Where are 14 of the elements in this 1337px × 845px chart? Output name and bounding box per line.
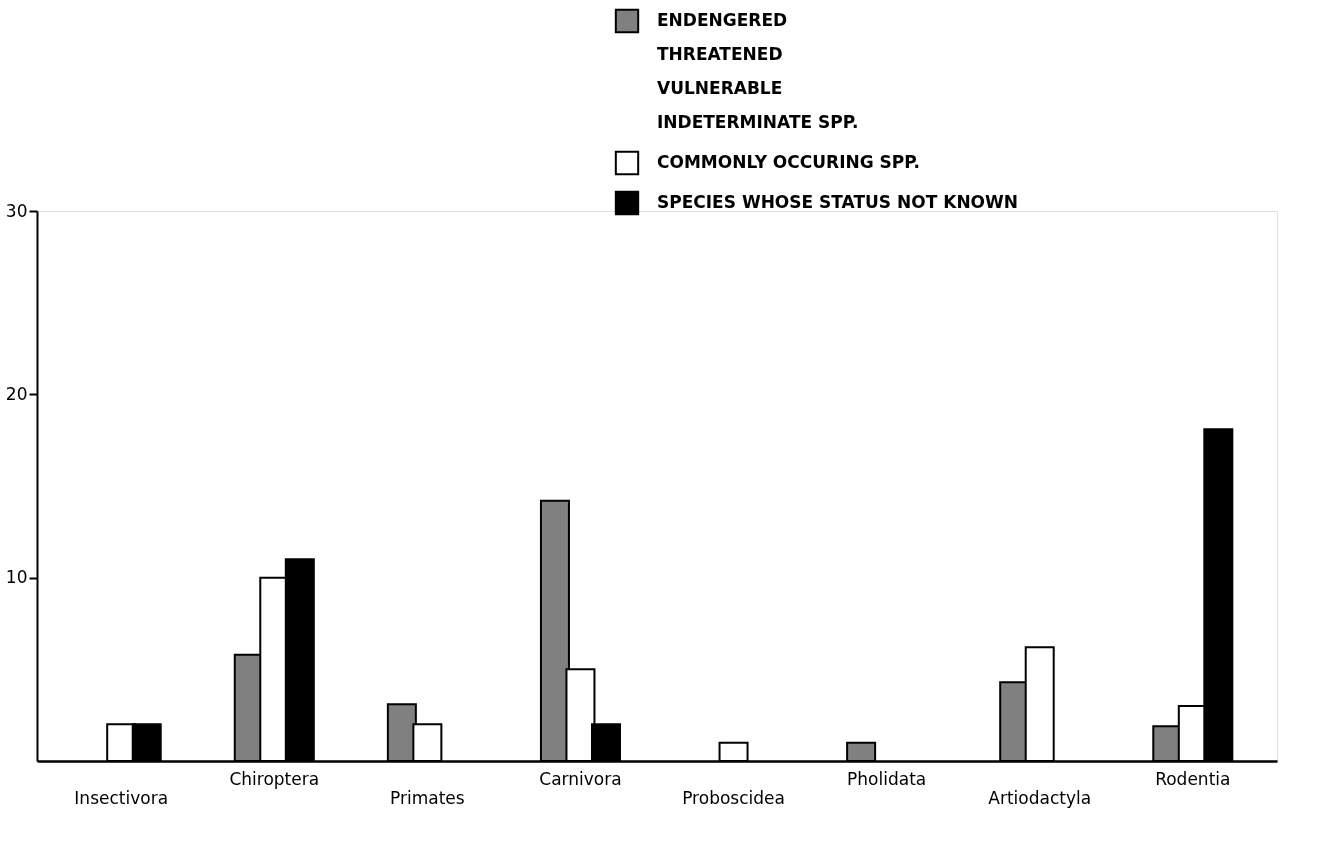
x-tick-label: Rodentia — [1155, 768, 1231, 789]
x-tick-label: Pholidata — [847, 768, 927, 789]
x-tick-label: Primates — [390, 787, 465, 808]
x-tick-label: Proboscidea — [682, 787, 785, 808]
y-tick-label: 10 — [5, 567, 28, 588]
y-tick-label: 20 — [5, 383, 28, 404]
legend-label: ENDENGERED THREATENED VULNERABLE INDETERMINATE SPP. — [657, 10, 859, 132]
x-tick-label: Insectivora — [74, 787, 169, 808]
legend-label: SPECIES WHOSE STATUS NOT KNOWN — [657, 192, 1019, 212]
x-tick-label: Chiroptera — [229, 768, 320, 789]
x-tick-label: Carnivora — [539, 768, 622, 789]
legend-label: COMMONLY OCCURING SPP. — [657, 152, 921, 172]
y-tick-label: 30 — [5, 200, 28, 221]
x-tick-label: Artiodactyla — [988, 787, 1092, 808]
